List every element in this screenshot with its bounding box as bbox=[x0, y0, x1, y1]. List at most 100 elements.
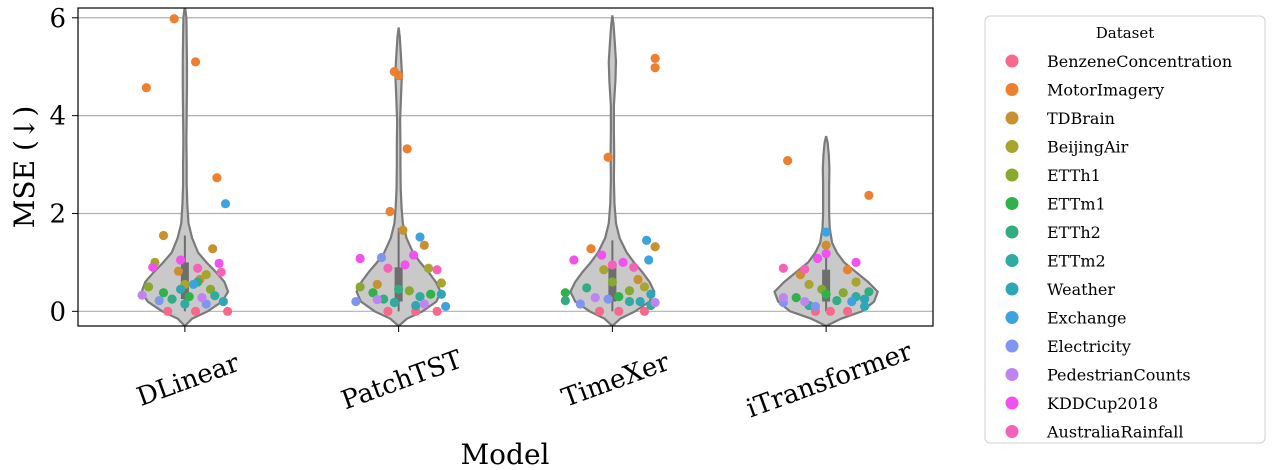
point-dlinear-tdbrain bbox=[158, 230, 169, 241]
point-dlinear-australiarainfall bbox=[193, 263, 203, 273]
point-dlinear-motorimagery bbox=[141, 83, 151, 93]
y-tick-label-2: 2 bbox=[49, 199, 66, 229]
point-itransformer-motorimagery bbox=[842, 265, 853, 275]
violin-dlinear bbox=[140, 8, 230, 326]
point-patchtst-etth1 bbox=[355, 282, 365, 292]
legend-box bbox=[984, 15, 1266, 444]
point-dlinear-kddcup2018 bbox=[214, 258, 224, 268]
legend-marker-etth2 bbox=[1005, 225, 1019, 239]
point-patchtst-etth1 bbox=[404, 286, 414, 296]
point-timexer-ettm1 bbox=[560, 288, 570, 298]
point-dlinear-motorimagery bbox=[212, 173, 222, 183]
legend-marker-kddcup2018 bbox=[1005, 396, 1019, 410]
point-timexer-beijingair bbox=[639, 282, 650, 292]
legend-marker-exchange bbox=[1005, 311, 1019, 324]
legend-marker-etth1 bbox=[1005, 168, 1019, 182]
point-patchtst-weather bbox=[436, 289, 446, 299]
point-timexer-motorimagery bbox=[650, 53, 660, 63]
point-dlinear-ettm2 bbox=[210, 291, 220, 301]
point-timexer-motorimagery bbox=[650, 63, 660, 73]
point-dlinear-ettm1 bbox=[158, 288, 169, 298]
legend-marker-tdbrain bbox=[1005, 111, 1019, 125]
point-dlinear-etth1 bbox=[143, 282, 154, 292]
point-dlinear-pedestriancounts bbox=[197, 293, 207, 303]
point-patchtst-ettm1 bbox=[368, 288, 378, 298]
point-patchtst-kddcup2018 bbox=[355, 253, 365, 264]
point-itransformer-ettm1 bbox=[821, 289, 831, 299]
point-dlinear-tdbrain bbox=[173, 266, 184, 276]
legend-label-etth1: ETTh1 bbox=[1047, 166, 1101, 185]
y-tick-label-4: 4 bbox=[49, 102, 66, 132]
point-timexer-etth2 bbox=[560, 295, 570, 306]
legend-label-pedestriancounts: PedestrianCounts bbox=[1047, 366, 1191, 385]
point-patchtst-tdbrain bbox=[419, 240, 429, 250]
legend-label-ettm2: ETTm2 bbox=[1047, 252, 1106, 271]
x-axis-title: Model bbox=[461, 438, 550, 470]
point-itransformer-kddcup2018 bbox=[821, 248, 831, 259]
legend-label-australiarainfall: AustraliaRainfall bbox=[1046, 423, 1184, 442]
point-patchtst-ettm1 bbox=[426, 289, 436, 299]
point-patchtst-beijingair bbox=[423, 263, 434, 273]
x-tick-label-patchtst: PatchTST bbox=[338, 345, 467, 417]
point-dlinear-kddcup2018 bbox=[176, 255, 186, 265]
legend-label-exchange: Exchange bbox=[1047, 309, 1127, 328]
legend-marker-benzeneconcentration bbox=[1005, 54, 1019, 68]
point-dlinear-benzeneconcentration bbox=[190, 306, 201, 316]
point-patchtst-kddcup2018 bbox=[400, 260, 410, 270]
legend-marker-australiarainfall bbox=[1005, 425, 1019, 438]
point-patchtst-australiarainfall bbox=[432, 265, 442, 275]
point-timexer-motorimagery bbox=[586, 244, 596, 254]
point-itransformer-weather bbox=[860, 301, 870, 312]
iqr-box-itransformer bbox=[822, 269, 831, 302]
point-dlinear-motorimagery bbox=[169, 14, 179, 24]
point-timexer-etth2 bbox=[582, 283, 592, 293]
point-dlinear-motorimagery bbox=[190, 57, 201, 67]
point-patchtst-benzeneconcentration bbox=[432, 306, 442, 316]
point-patchtst-benzeneconcentration bbox=[383, 306, 393, 316]
point-timexer-benzeneconcentration bbox=[614, 306, 624, 316]
y-axis-ticks: 0 2 4 6 bbox=[49, 4, 78, 327]
point-timexer-kddcup2018 bbox=[618, 257, 628, 267]
point-timexer-etth1 bbox=[607, 277, 617, 287]
iqr-box-patchtst bbox=[394, 267, 403, 302]
point-patchtst-pedestriancounts bbox=[419, 299, 429, 309]
point-patchtst-exchange bbox=[415, 232, 425, 242]
point-dlinear-etth2 bbox=[167, 294, 177, 304]
point-timexer-motorimagery bbox=[603, 152, 613, 162]
x-axis-ticks: DLinear PatchTST TimeXer iTransformer bbox=[133, 326, 917, 424]
point-patchtst-etth2 bbox=[394, 284, 404, 294]
point-itransformer-benzeneconcentration bbox=[842, 306, 853, 316]
point-itransformer-electricity bbox=[810, 301, 821, 312]
point-itransformer-ettm1 bbox=[791, 293, 801, 303]
x-tick-label-itransformer: iTransformer bbox=[743, 336, 917, 424]
point-itransformer-beijingair bbox=[804, 279, 814, 290]
point-patchtst-australiarainfall bbox=[383, 263, 393, 273]
legend-label-electricity: Electricity bbox=[1047, 337, 1131, 356]
point-patchtst-pedestriancounts bbox=[372, 294, 382, 305]
point-timexer-australiarainfall bbox=[607, 260, 617, 270]
point-itransformer-australiarainfall bbox=[800, 264, 810, 274]
data-points bbox=[137, 14, 874, 316]
violins bbox=[140, 8, 879, 326]
legend-marker-electricity bbox=[1005, 339, 1019, 353]
point-timexer-australiarainfall bbox=[629, 262, 639, 272]
point-patchtst-electricity bbox=[351, 296, 361, 307]
point-timexer-weather bbox=[635, 296, 645, 307]
point-itransformer-pedestriancounts bbox=[778, 293, 788, 303]
legend-label-etth2: ETTh2 bbox=[1047, 223, 1101, 242]
legend-label-kddcup2018: KDDCup2018 bbox=[1047, 394, 1158, 413]
point-itransformer-kddcup2018 bbox=[851, 257, 861, 267]
point-dlinear-benzeneconcentration bbox=[223, 306, 233, 316]
point-dlinear-exchange bbox=[188, 279, 199, 290]
point-itransformer-etth2 bbox=[864, 287, 874, 297]
violin-patchtst bbox=[355, 27, 442, 326]
point-dlinear-ettm1 bbox=[184, 292, 194, 302]
point-dlinear-weather bbox=[218, 296, 228, 307]
point-timexer-ettm1 bbox=[614, 292, 624, 302]
legend-marker-motorimagery bbox=[1005, 83, 1019, 96]
legend-label-motorimagery: MotorImagery bbox=[1047, 81, 1164, 100]
plot-frame bbox=[77, 7, 934, 327]
legend-title: Dataset bbox=[1096, 24, 1155, 42]
point-timexer-kddcup2018 bbox=[569, 255, 579, 265]
